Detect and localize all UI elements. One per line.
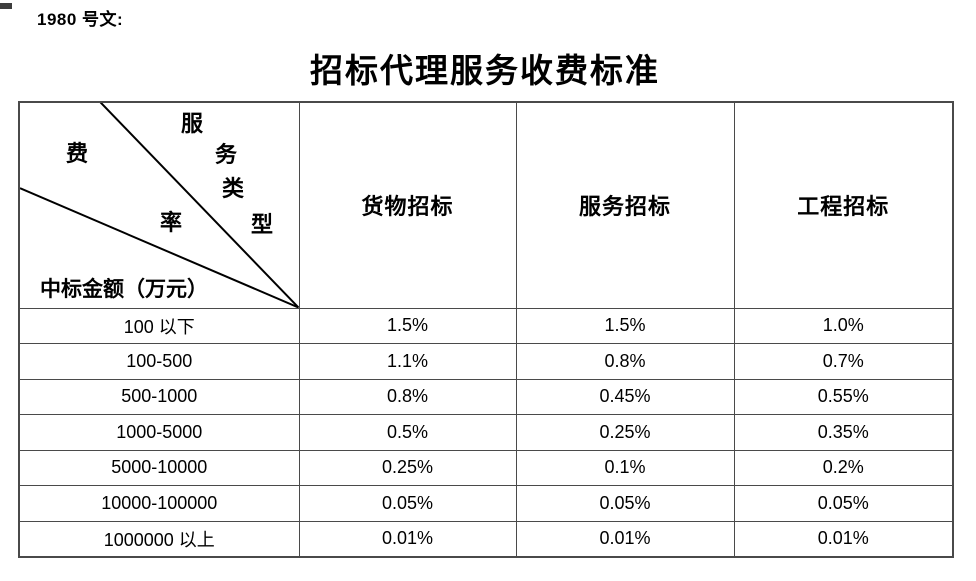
diagonal-line-lower: [20, 187, 298, 307]
amount-range-cell: 10000-100000: [18, 485, 300, 522]
rate-cell-service: 0.1%: [515, 449, 735, 486]
rate-cell-service: 0.45%: [515, 378, 735, 415]
rate-cell-engineering: 0.05%: [733, 485, 954, 522]
amount-range-cell: 100-500: [18, 343, 300, 380]
table-row: 1000-5000 0.5% 0.25% 0.35%: [18, 414, 954, 451]
table-row: 10000-100000 0.05% 0.05% 0.05%: [18, 485, 954, 522]
page-title: 招标代理服务收费标准: [310, 54, 660, 90]
rate-cell-goods: 0.5%: [298, 414, 517, 451]
document-ref-label: 1980 号文:: [37, 10, 124, 29]
corner-char-fee-rate-2: 率: [159, 210, 183, 235]
amount-range-cell: 5000-10000: [18, 449, 300, 486]
table-row: 100-500 1.1% 0.8% 0.7%: [18, 343, 954, 380]
diagonal-corner-cell: 服 务 类 型 费 率 中标金额（万元）: [18, 101, 300, 309]
rate-cell-engineering: 1.0%: [733, 307, 954, 344]
table-row: 500-1000 0.8% 0.45% 0.55%: [18, 378, 954, 415]
col-header-goods-bidding: 货物招标: [298, 101, 517, 309]
rate-cell-engineering: 0.2%: [733, 449, 954, 486]
rate-cell-goods: 1.1%: [298, 343, 517, 380]
rate-cell-goods: 0.05%: [298, 485, 517, 522]
corner-char-service-type-3: 类: [221, 176, 245, 201]
col-header-service-bidding: 服务招标: [515, 101, 735, 309]
corner-char-service-type-1: 服: [180, 111, 204, 136]
rate-cell-service: 0.8%: [515, 343, 735, 380]
rate-cell-goods: 0.01%: [298, 520, 517, 557]
amount-range-cell: 1000000 以上: [18, 520, 300, 557]
table-row: 100 以下 1.5% 1.5% 1.0%: [18, 307, 954, 344]
rate-cell-engineering: 0.35%: [733, 414, 954, 451]
rate-cell-goods: 0.8%: [298, 378, 517, 415]
rate-cell-engineering: 0.55%: [733, 378, 954, 415]
corner-amount-axis-label: 中标金额（万元）: [40, 276, 208, 301]
amount-range-cell: 500-1000: [18, 378, 300, 415]
amount-range-cell: 1000-5000: [18, 414, 300, 451]
rate-cell-goods: 1.5%: [298, 307, 517, 344]
table-header-row: 服 务 类 型 费 率 中标金额（万元） 货物招标 服务招标 工程招标: [18, 101, 954, 309]
diagonal-line-upper: [99, 103, 298, 307]
diagonal-divider-lines: [20, 103, 298, 307]
rate-cell-service: 0.25%: [515, 414, 735, 451]
scan-edge-artifact: [0, 3, 12, 9]
rate-cell-service: 1.5%: [515, 307, 735, 344]
amount-range-cell: 100 以下: [18, 307, 300, 344]
rate-cell-engineering: 0.01%: [733, 520, 954, 557]
table-row: 1000000 以上 0.01% 0.01% 0.01%: [18, 520, 954, 557]
corner-char-service-type-2: 务: [214, 142, 238, 167]
table-row: 5000-10000 0.25% 0.1% 0.2%: [18, 449, 954, 486]
corner-char-fee-rate-1: 费: [65, 141, 89, 166]
rate-cell-service: 0.01%: [515, 520, 735, 557]
col-header-engineering-bidding: 工程招标: [733, 101, 954, 309]
rate-cell-engineering: 0.7%: [733, 343, 954, 380]
rate-cell-goods: 0.25%: [298, 449, 517, 486]
corner-char-service-type-4: 型: [250, 212, 274, 237]
fee-standard-table: 服 务 类 型 费 率 中标金额（万元） 货物招标 服务招标 工程招标 100 …: [18, 101, 954, 558]
rate-cell-service: 0.05%: [515, 485, 735, 522]
